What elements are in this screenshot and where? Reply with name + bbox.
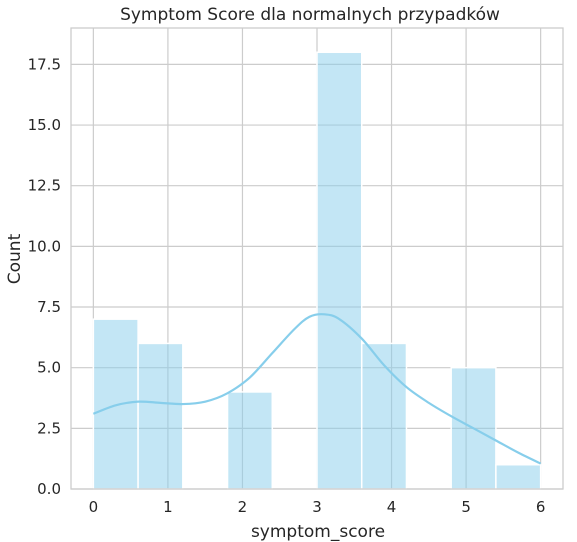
y-tick-label: 15.0	[28, 116, 61, 134]
kde-curve	[92, 313, 542, 465]
y-tick-label: 17.5	[28, 55, 61, 73]
y-tick-label: 7.5	[37, 298, 61, 316]
x-tick-label: 6	[536, 498, 546, 516]
x-tick-label: 0	[89, 498, 99, 516]
x-tick-label: 5	[461, 498, 471, 516]
histogram-bars	[92, 51, 542, 490]
y-tick-label: 5.0	[37, 359, 61, 377]
chart-title: Symptom Score dla normalnych przypadków	[120, 5, 500, 25]
x-axis-ticks: 0 1 2 3 4 5 6	[89, 498, 546, 516]
x-tick-label: 1	[163, 498, 173, 516]
histogram-bar	[137, 342, 184, 490]
y-tick-label: 12.5	[28, 177, 61, 195]
x-axis-label: symptom_score	[251, 522, 385, 542]
histogram-bar	[226, 391, 274, 490]
histogram-bar	[92, 318, 139, 490]
x-tick-label: 3	[312, 498, 322, 516]
y-tick-label: 0.0	[37, 480, 61, 498]
histogram-bar	[495, 463, 542, 490]
plot-frame	[70, 27, 564, 490]
y-tick-label: 2.5	[37, 419, 61, 437]
y-tick-label: 10.0	[28, 237, 61, 255]
histogram-bar	[360, 342, 408, 490]
x-tick-label: 4	[387, 498, 397, 516]
x-tick-label: 2	[238, 498, 248, 516]
y-axis-label: Count	[5, 233, 25, 284]
histogram-bar	[316, 51, 363, 490]
y-axis-ticks: 0.0 2.5 5.0 7.5 10.0 12.5 15.0 17.5	[28, 55, 61, 498]
